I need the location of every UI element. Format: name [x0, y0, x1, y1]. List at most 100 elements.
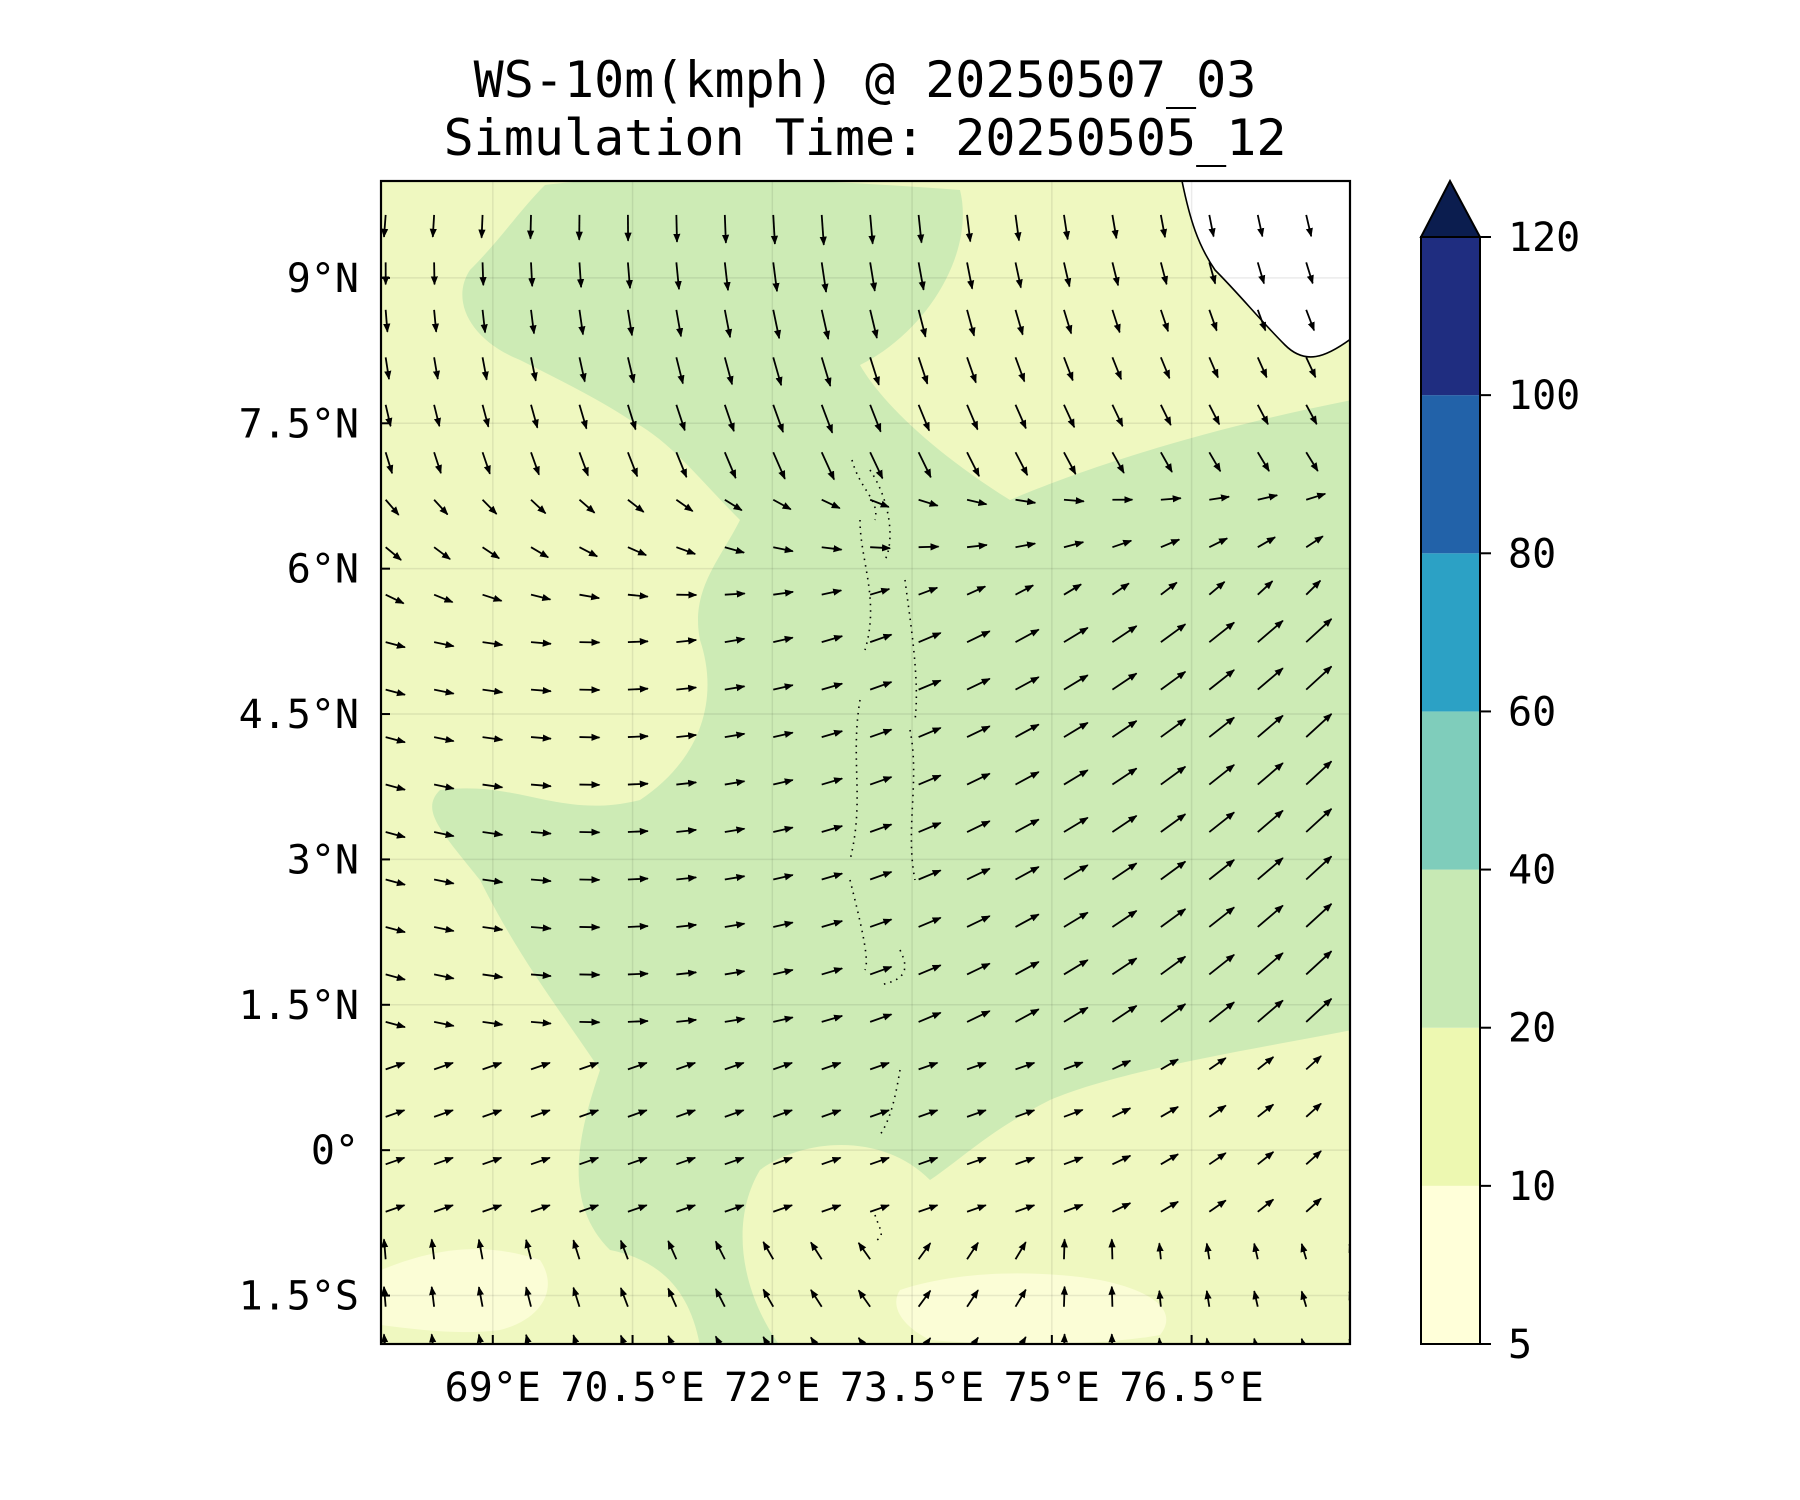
wind-arrow — [918, 774, 942, 786]
wind-arrow — [1111, 910, 1138, 928]
wind-arrow — [1063, 1006, 1089, 1023]
wind-arrow — [478, 214, 486, 239]
wind-arrow — [773, 873, 794, 881]
wind-arrow — [619, 1287, 629, 1308]
wind-arrow — [627, 1109, 648, 1118]
wind-arrow — [1063, 262, 1072, 288]
wind-arrow — [1256, 262, 1266, 285]
wind-arrow — [1111, 672, 1138, 691]
wind-arrow — [821, 1061, 842, 1071]
wind-arrow — [869, 587, 891, 596]
wind-arrow — [869, 823, 893, 833]
wind-arrow — [966, 542, 988, 550]
wind-arrow — [481, 499, 498, 515]
x-tick-label: 75°E — [1004, 1365, 1100, 1411]
wind-arrow — [627, 1156, 648, 1166]
wind-arrow — [1252, 1337, 1260, 1344]
wind-arrow — [482, 1020, 504, 1028]
wind-arrow — [433, 688, 455, 696]
wind-arrow — [1160, 1058, 1179, 1071]
wind-arrow — [724, 968, 746, 977]
wind-arrow — [627, 1061, 648, 1071]
wind-arrow — [1208, 356, 1219, 379]
wind-arrow — [820, 357, 832, 387]
wind-arrow — [1305, 1055, 1322, 1071]
wind-arrow — [966, 820, 991, 833]
wind-arrow — [1063, 1061, 1084, 1071]
wind-arrow — [1208, 716, 1235, 738]
wind-arrow — [482, 1156, 503, 1166]
wind-arrow — [530, 1204, 551, 1213]
wind-arrow — [1014, 1288, 1027, 1308]
wind-arrow — [1208, 262, 1217, 285]
wind-arrow — [917, 309, 927, 338]
wind-arrow — [966, 1156, 987, 1166]
wind-arrow — [530, 876, 552, 885]
wind-arrow — [1160, 908, 1187, 928]
wind-arrow — [1257, 1056, 1275, 1071]
wind-arrow — [917, 451, 932, 479]
wind-arrow — [1305, 404, 1318, 425]
wind-arrow — [1112, 539, 1133, 549]
wind-arrow — [1208, 1104, 1227, 1118]
wind-arrow — [819, 214, 827, 246]
wind-arrow — [724, 1016, 746, 1024]
wind-arrow — [869, 1109, 890, 1118]
wind-speed-5-10-region — [896, 1273, 1167, 1344]
wind-arrow — [482, 877, 504, 885]
wind-arrow — [385, 973, 406, 981]
wind-arrow — [1257, 999, 1284, 1023]
longitude-ticks: 69°E 70.5°E 72°E 73.5°E 75°E 76.5°E — [445, 1335, 1264, 1411]
wind-arrow — [1160, 1153, 1179, 1166]
wind-arrow — [1208, 1001, 1235, 1023]
wind-arrow — [385, 546, 402, 561]
wind-arrow — [918, 916, 942, 928]
wind-arrow — [1355, 452, 1367, 471]
wind-arrow — [1018, 1336, 1027, 1344]
wind-arrow — [627, 1204, 648, 1213]
wind-arrow — [1355, 215, 1360, 236]
wind-arrow — [627, 970, 649, 978]
wind-arrow — [714, 1335, 723, 1344]
wind-arrow — [1355, 1150, 1369, 1164]
wind-arrow — [667, 1287, 678, 1308]
wind-arrow — [1111, 625, 1138, 643]
wind-arrow — [675, 357, 685, 385]
wind-arrow — [821, 1109, 842, 1118]
wind-arrow — [773, 920, 794, 928]
wind-arrow — [676, 732, 698, 740]
colorbar-swatch — [1421, 553, 1480, 712]
wind-arrow — [1257, 1103, 1275, 1118]
wind-arrow — [1108, 1333, 1116, 1344]
wind-arrow — [820, 262, 829, 293]
wind-arrow — [1112, 1107, 1132, 1118]
x-tick-label: 73.5°E — [840, 1365, 985, 1411]
wind-arrow — [530, 1061, 551, 1071]
wind-arrow — [530, 639, 552, 647]
wind-arrow — [384, 499, 400, 516]
wind-arrow — [869, 871, 893, 881]
wind-arrow — [1208, 859, 1235, 881]
wind-arrow — [667, 1335, 675, 1344]
wind-arrow — [482, 1061, 503, 1071]
wind-arrow — [1015, 1156, 1036, 1166]
wind-arrow — [476, 1238, 484, 1260]
wind-arrow — [1208, 621, 1235, 643]
wind-arrow — [723, 451, 737, 479]
wind-arrow — [772, 357, 783, 387]
wind-arrow — [1015, 541, 1037, 549]
wind-arrow — [1014, 357, 1026, 383]
wind-arrow — [1160, 1003, 1187, 1023]
wind-arrow — [1014, 404, 1027, 430]
wind-arrow — [1257, 904, 1284, 928]
wind-arrow — [772, 262, 780, 293]
wind-arrow — [579, 1156, 600, 1166]
wind-arrow — [1108, 1238, 1116, 1260]
wind-arrow — [724, 1061, 745, 1071]
wind-arrow — [773, 546, 794, 554]
colorbar-swatch — [1421, 237, 1480, 396]
wind-arrow — [772, 1156, 793, 1166]
wind-arrow — [917, 404, 931, 432]
wind-arrow — [1063, 451, 1077, 475]
wind-vectors — [381, 214, 1369, 1344]
